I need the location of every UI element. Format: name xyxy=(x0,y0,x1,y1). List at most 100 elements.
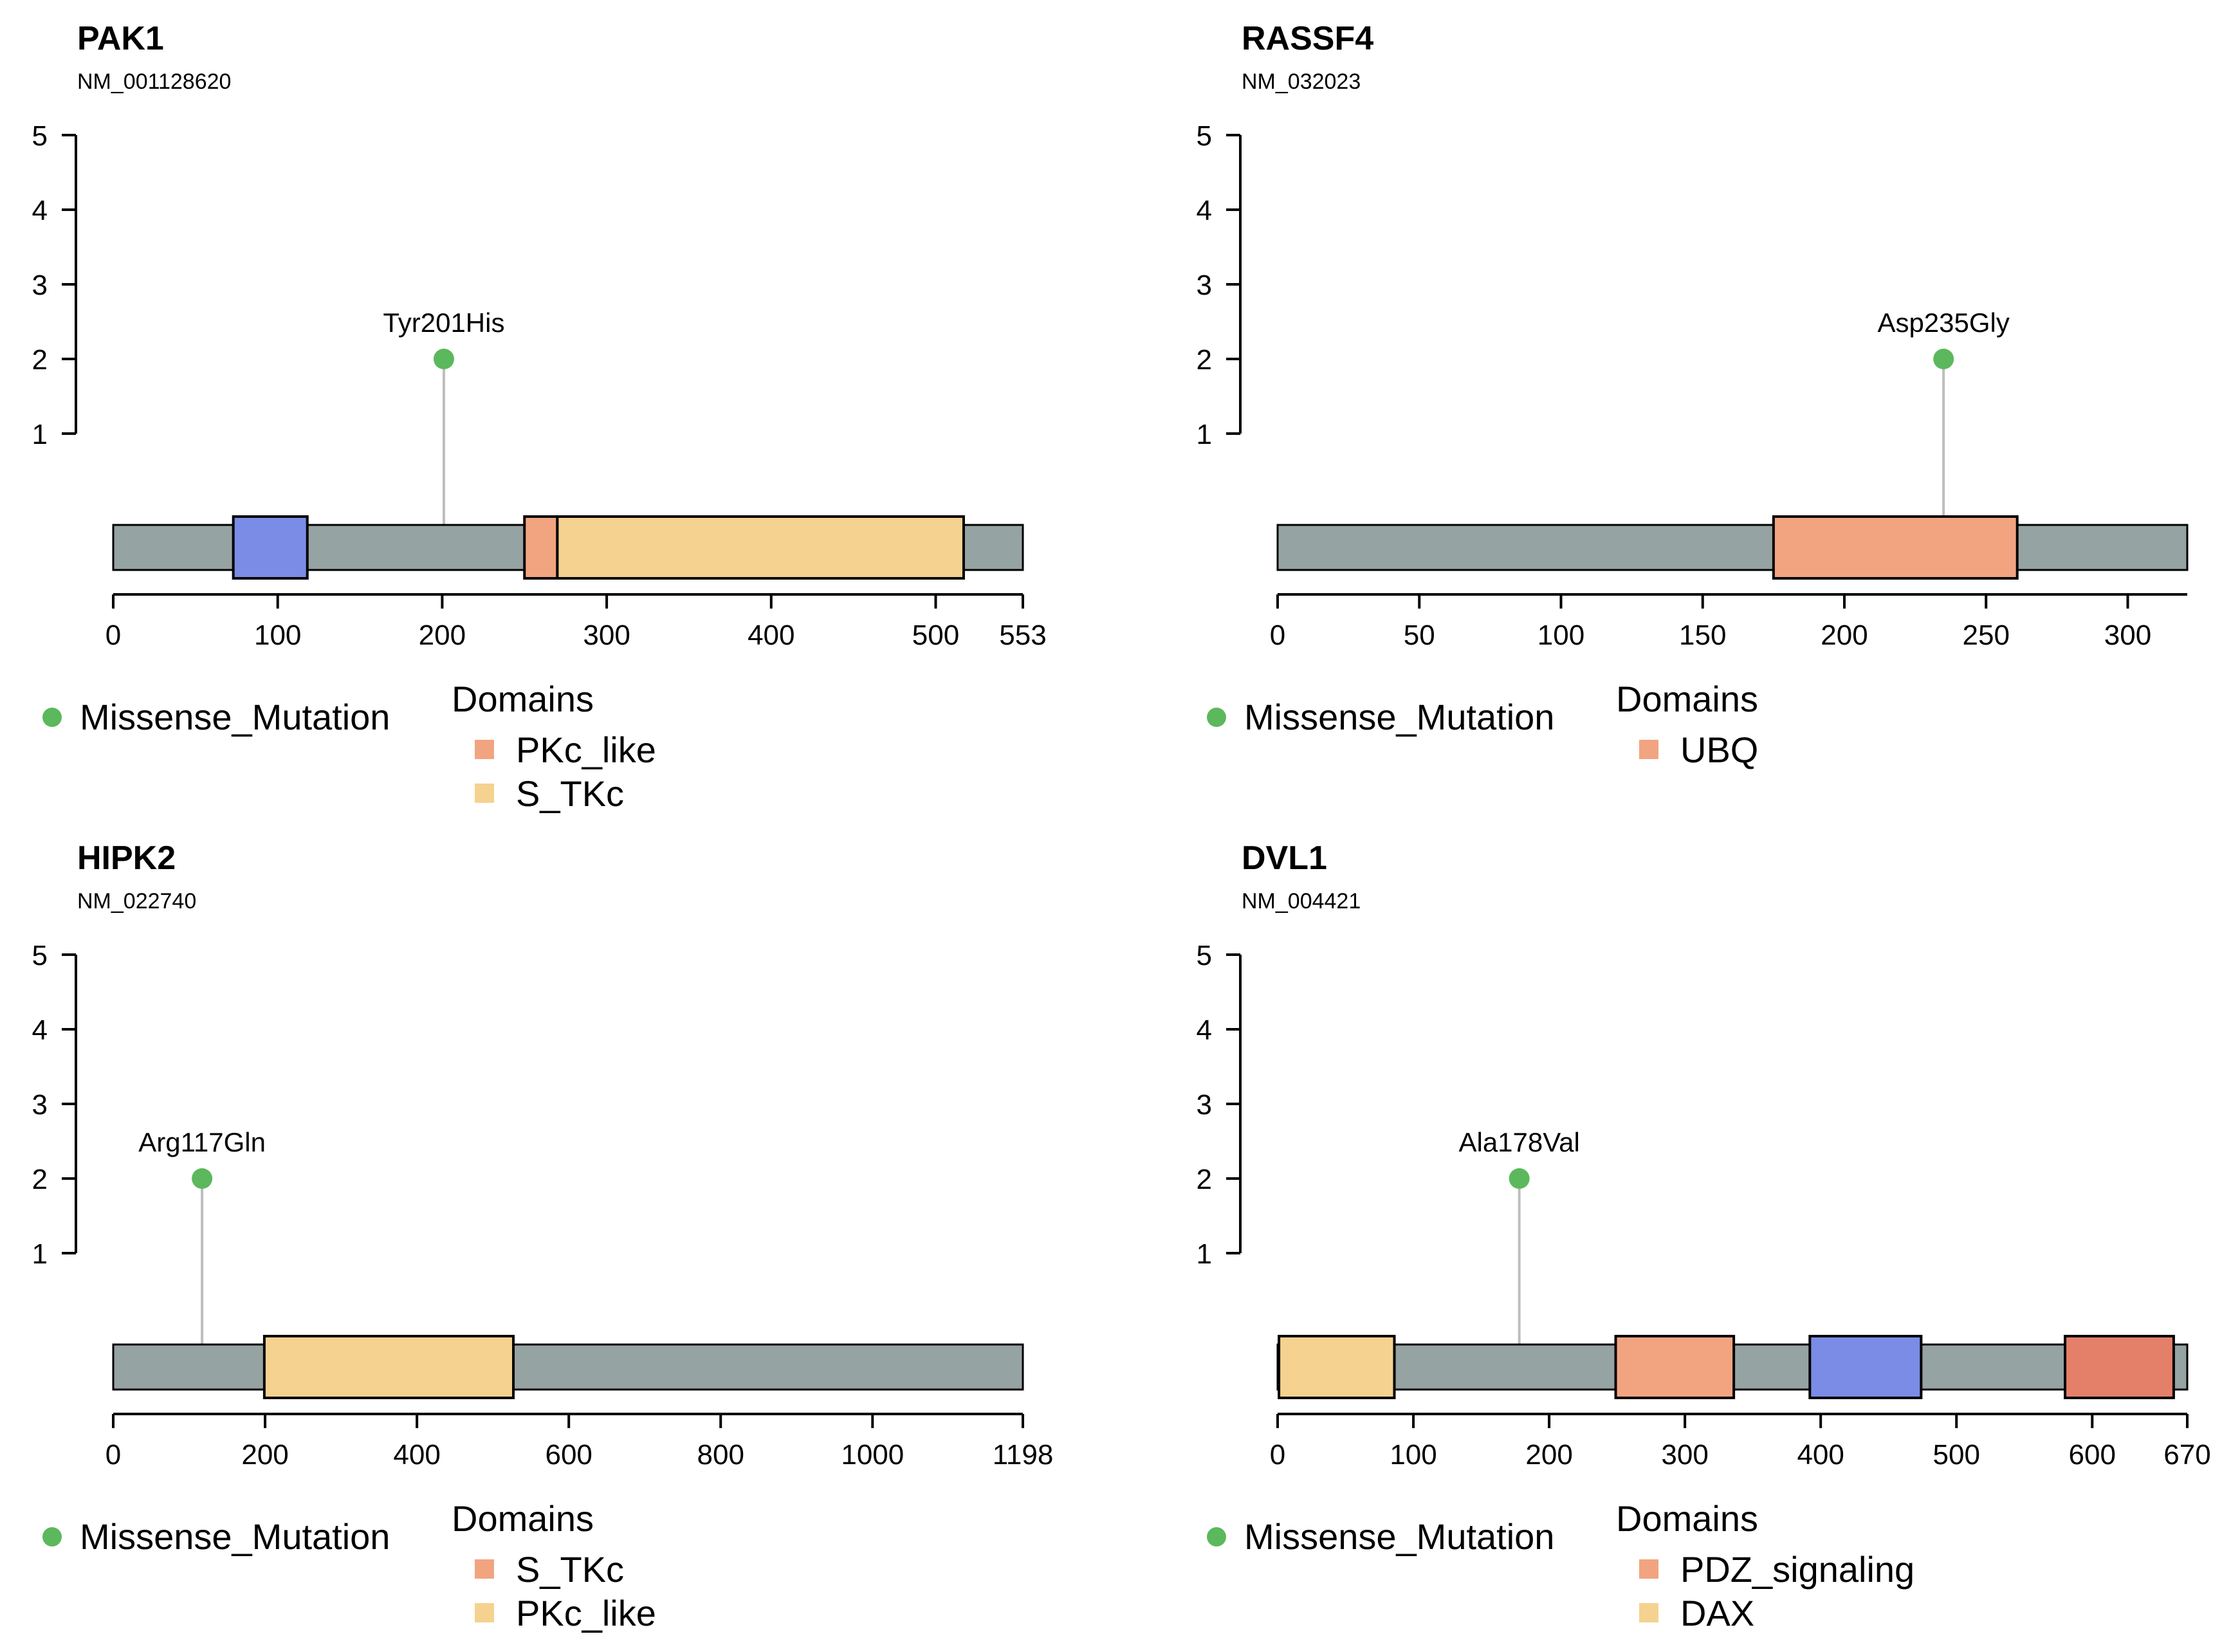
x-tick-label: 200 xyxy=(241,1439,288,1471)
legend-domains: Domains UBQ xyxy=(1616,678,1758,771)
y-tick-label: 4 xyxy=(1197,1014,1212,1046)
legend-domain-item: PDZ_signaling xyxy=(1639,1547,1914,1591)
legend-mutation: Missense_Mutation xyxy=(1207,1516,1554,1557)
legend-domains-title: Domains xyxy=(452,679,594,719)
legend-domains: Domains S_TKc PKc_like xyxy=(452,1498,656,1635)
gene-title: PAK1 xyxy=(77,20,164,57)
y-tick-label: 5 xyxy=(1197,940,1212,971)
mutation-point xyxy=(1509,1168,1530,1189)
legend-domain-swatch xyxy=(1639,1559,1658,1579)
mutation-label: Tyr201His xyxy=(383,307,504,338)
legend-domain-item: PKc_like xyxy=(475,728,656,771)
legend-domain-swatch xyxy=(1639,740,1658,759)
domain-box xyxy=(1772,515,2019,580)
x-tick-label: 50 xyxy=(1404,620,1435,651)
y-tick-label: 1 xyxy=(32,419,48,450)
domain-box xyxy=(556,515,965,580)
lollipop-panel-hipk2: HIPK2 NM_022740 1 2 3 4 5 Arg117Gln 0 200 400 600… xyxy=(0,820,1116,1646)
gene-title: RASSF4 xyxy=(1242,20,1374,57)
x-tick-label: 100 xyxy=(254,620,301,651)
legend-mutation: Missense_Mutation xyxy=(42,1516,390,1557)
legend-domain-item: DAX xyxy=(1639,1591,1914,1635)
lollipop-plot: 1 2 3 4 5 Ala178Val 0 100 200 300 400 500 600 670 xyxy=(1197,940,2211,1471)
legend-domain-label: DAX xyxy=(1680,1592,1755,1633)
x-tick-label: 400 xyxy=(748,620,794,651)
legend-domain-item: S_TKc xyxy=(475,1547,656,1591)
y-tick-label: 2 xyxy=(1197,1164,1212,1195)
domain-box xyxy=(1278,1335,1396,1399)
y-tick-label: 5 xyxy=(32,120,48,152)
y-tick-label: 3 xyxy=(32,270,48,301)
x-tick-label: 200 xyxy=(419,620,466,651)
transcript-id: NM_004421 xyxy=(1242,889,1361,913)
lollipop-panel-dvl1: DVL1 NM_004421 1 2 3 4 5 Ala178Val 0 100 200 300 4… xyxy=(1164,820,2231,1646)
x-tick-label: 300 xyxy=(1661,1439,1708,1471)
legend-mutation-dot xyxy=(42,707,62,727)
x-tick-label: 300 xyxy=(583,620,630,651)
protein-backbone xyxy=(112,1343,1024,1391)
y-tick-label: 3 xyxy=(1197,270,1212,301)
legend-domains-title: Domains xyxy=(452,1498,594,1539)
mutation-point xyxy=(1933,349,1954,369)
x-tick-label: 0 xyxy=(1270,1439,1285,1471)
mutation-label: Ala178Val xyxy=(1458,1127,1579,1157)
legend-domain-label: UBQ xyxy=(1680,729,1759,770)
x-tick-label: 100 xyxy=(1538,620,1584,651)
legend-domains-title: Domains xyxy=(1616,679,1758,719)
legend-domain-item: S_TKc xyxy=(475,771,656,815)
protein-backbone xyxy=(1276,524,2189,571)
legend-mutation-label: Missense_Mutation xyxy=(80,1516,390,1557)
domain-box xyxy=(523,515,559,580)
gene-title: HIPK2 xyxy=(77,840,176,877)
transcript-id: NM_022740 xyxy=(77,889,197,913)
x-tick-label: 300 xyxy=(2104,620,2151,651)
x-tick-label: 400 xyxy=(1797,1439,1844,1471)
domain-box xyxy=(1614,1335,1736,1399)
y-tick-label: 2 xyxy=(32,1164,48,1195)
mutation-label: Arg117Gln xyxy=(138,1127,266,1157)
x-tick-label: 400 xyxy=(393,1439,440,1471)
lollipop-panel-pak1: PAK1 NM_001128620 1 2 3 4 5 Tyr201His 0 100 200 3… xyxy=(0,0,1116,826)
x-tick-label: 200 xyxy=(1525,1439,1572,1471)
x-tick-label: 800 xyxy=(697,1439,744,1471)
y-tick-label: 4 xyxy=(32,1014,48,1046)
x-tick-label: 150 xyxy=(1679,620,1726,651)
legend-domain-swatch xyxy=(475,740,494,759)
x-tick-label: 1000 xyxy=(841,1439,904,1471)
legend-domain-label: S_TKc xyxy=(516,773,625,814)
legend-domain-swatch xyxy=(475,1603,494,1622)
x-tick-label: 600 xyxy=(2069,1439,2116,1471)
legend-domain-swatch xyxy=(475,1559,494,1579)
y-tick-label: 2 xyxy=(1197,344,1212,376)
x-tick-label: 670 xyxy=(2163,1439,2210,1471)
legend-domain-label: PKc_like xyxy=(516,729,656,770)
y-tick-label: 4 xyxy=(1197,195,1212,226)
mutation-label: Asp235Gly xyxy=(1877,307,2009,338)
legend-mutation-dot xyxy=(1207,1527,1226,1546)
legend-domain-label: PKc_like xyxy=(516,1592,656,1633)
x-tick-label: 0 xyxy=(106,620,121,651)
legend-domain-item: UBQ xyxy=(1639,728,1758,771)
x-tick-label: 100 xyxy=(1390,1439,1437,1471)
x-tick-label: 1198 xyxy=(993,1439,1054,1471)
x-tick-label: 500 xyxy=(912,620,959,651)
y-tick-label: 4 xyxy=(32,195,48,226)
legend-mutation-label: Missense_Mutation xyxy=(1244,697,1555,737)
lollipop-panel-rassf4: RASSF4 NM_032023 1 2 3 4 5 Asp235Gly 0 50 100 150… xyxy=(1164,0,2231,826)
transcript-id: NM_001128620 xyxy=(77,69,232,94)
lollipop-plot: 1 2 3 4 5 Asp235Gly 0 50 100 150 200 250 300 xyxy=(1197,120,2189,651)
legend-domain-label: S_TKc xyxy=(516,1548,625,1590)
legend-mutation-dot xyxy=(1207,707,1226,727)
y-tick-label: 3 xyxy=(32,1089,48,1121)
lollipop-plot: 1 2 3 4 5 Tyr201His 0 100 200 300 400 500 553 xyxy=(32,120,1047,651)
legend-domain-label: PDZ_signaling xyxy=(1680,1548,1915,1590)
y-tick-label: 1 xyxy=(1197,419,1212,450)
x-tick-label: 0 xyxy=(106,1439,121,1471)
x-tick-label: 600 xyxy=(545,1439,592,1471)
domain-box xyxy=(1808,1335,1923,1399)
legend-mutation-label: Missense_Mutation xyxy=(1244,1516,1555,1557)
y-tick-label: 5 xyxy=(32,940,48,971)
y-tick-label: 1 xyxy=(1197,1238,1212,1270)
legend-domains-title: Domains xyxy=(1616,1498,1758,1539)
x-tick-label: 0 xyxy=(1270,620,1285,651)
